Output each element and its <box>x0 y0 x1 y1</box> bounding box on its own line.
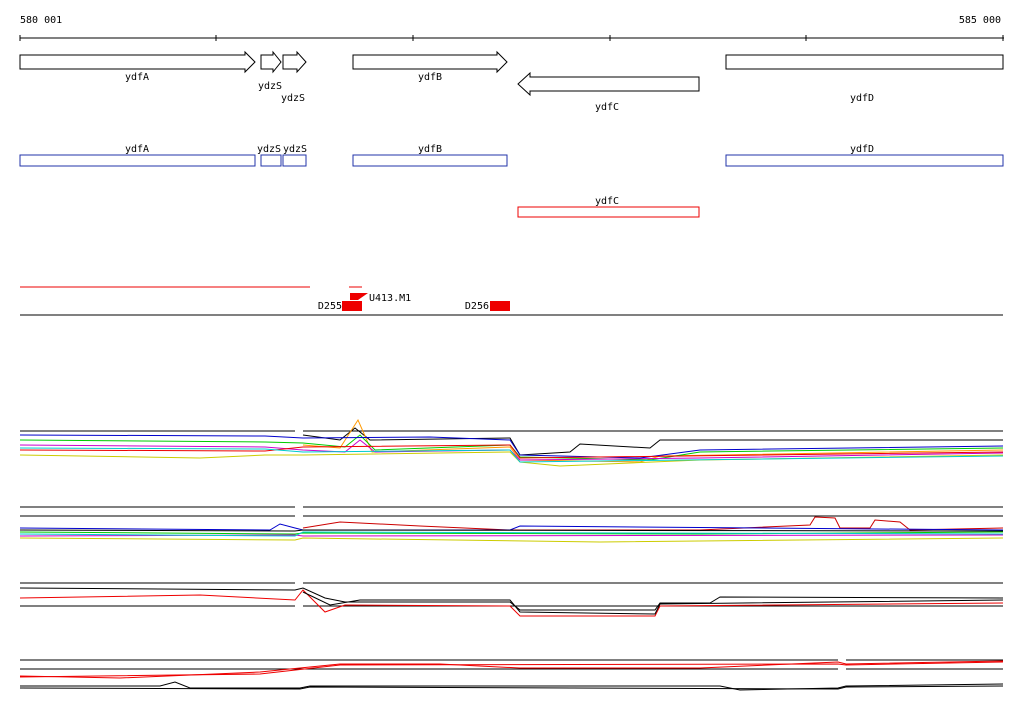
gene-arrow <box>260 50 282 74</box>
gene-label: ydfA <box>125 72 149 83</box>
gene-label: ydfB <box>418 72 442 83</box>
profile-line <box>19 451 1004 467</box>
profile-line <box>19 434 1004 459</box>
gene-arrow <box>282 50 307 74</box>
profile-line <box>19 685 1004 690</box>
feature-label: U413.M1 <box>369 293 411 304</box>
profile-line <box>19 589 1004 617</box>
profile-line <box>302 516 1004 531</box>
gene-label: ydzS <box>281 93 305 104</box>
feature-box <box>490 301 510 311</box>
gene-arrow <box>19 50 256 74</box>
feature-box <box>342 301 362 311</box>
gene-arrow <box>517 71 700 97</box>
ruler-start: 580 001 <box>20 15 62 26</box>
profile-line <box>19 434 1004 461</box>
profile-line <box>302 418 1004 463</box>
profile-panel <box>19 418 1004 467</box>
feature-label: D255 <box>318 301 342 312</box>
profile-panel <box>19 582 1004 617</box>
transcript-track <box>19 154 1004 167</box>
gene-label: ydfC <box>595 102 619 113</box>
profile-line <box>19 537 1004 543</box>
transcript-label: ydfD <box>850 144 874 155</box>
gene-box <box>725 54 1004 70</box>
profile-panel <box>19 506 1004 543</box>
ruler <box>19 35 1004 41</box>
transcript-label: ydfA <box>125 144 149 155</box>
transcript-label: ydzS <box>257 144 281 155</box>
transcript-box <box>725 154 1004 167</box>
profile-line <box>302 591 1004 615</box>
ruler-end: 585 000 <box>959 15 1001 26</box>
profile-line <box>19 523 1004 531</box>
transcript-label: ydzS <box>283 144 307 155</box>
transcript-box <box>260 154 282 167</box>
feature-label: D256 <box>465 301 489 312</box>
transcript-box <box>352 154 508 167</box>
transcript-label: ydfB <box>418 144 442 155</box>
profile-line <box>20 681 1004 691</box>
profile-line <box>19 531 1004 537</box>
profile-line <box>19 444 1004 459</box>
gene-label: ydzS <box>258 81 282 92</box>
transcript-box <box>282 154 307 167</box>
transcript-box <box>19 154 256 167</box>
transcript-label: ydfC <box>595 196 619 207</box>
gene-track <box>19 50 1004 97</box>
feature-flag <box>350 293 368 300</box>
transcript-box <box>517 206 700 218</box>
profile-panel <box>19 659 1004 691</box>
gene-arrow <box>352 50 508 74</box>
profile-line <box>19 661 1004 678</box>
profile-line <box>19 587 1004 611</box>
profile-line <box>19 447 1004 463</box>
gene-label: ydfD <box>850 93 874 104</box>
profile-line <box>19 529 1004 532</box>
